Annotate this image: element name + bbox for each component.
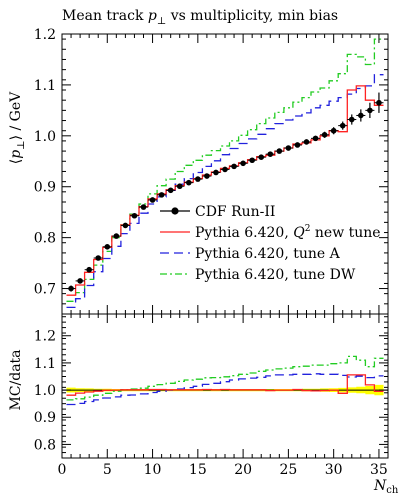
y-axis-label: ⟨p⊥⟩ / GeV — [8, 91, 27, 164]
data-point — [249, 157, 255, 164]
data-point — [222, 166, 228, 173]
main-y-tick-label: 0.7 — [34, 282, 56, 298]
main-y-tick-label: 0.9 — [34, 180, 56, 196]
data-point — [195, 176, 201, 182]
ratio-y-tick-label: 1.2 — [34, 329, 56, 345]
data-point — [131, 212, 138, 219]
ratio-line-pythia-6-420-tune-dw — [66, 355, 384, 401]
data-point — [321, 132, 328, 138]
legend-marker-cdf — [171, 207, 179, 215]
data-point — [158, 192, 165, 198]
data-point — [231, 163, 237, 170]
data-point — [339, 122, 346, 129]
x-axis-label: Nch — [373, 478, 399, 496]
data-point — [276, 148, 283, 154]
x-tick-label: 30 — [325, 462, 343, 478]
chart-title: Mean track p⊥ vs multiplicity, min bias — [62, 8, 338, 27]
data-point — [312, 135, 319, 142]
ratio-line-pythia-6-420-tune-a — [66, 373, 384, 406]
legend-label-cdf: CDF Run-II — [195, 204, 275, 220]
ratio-y-axis-label: MC/data — [8, 349, 24, 410]
data-point — [68, 285, 74, 292]
ratio-y-tick-label: 0.9 — [34, 410, 56, 426]
main-y-tick-label: 1.2 — [34, 27, 56, 43]
data-point — [122, 222, 129, 229]
legend-entry-tune-dw: Pythia 6.420, tune DW — [160, 267, 356, 283]
x-tick-label: 5 — [103, 462, 112, 478]
data-point — [113, 233, 120, 239]
data-point — [303, 139, 310, 145]
data-point — [285, 145, 292, 151]
data-point — [86, 266, 92, 273]
data-point — [204, 173, 210, 179]
data-point — [167, 187, 174, 194]
data-point — [240, 160, 246, 167]
data-point — [149, 197, 156, 203]
data-point — [330, 127, 337, 134]
legend-entry-cdf: CDF Run-II — [160, 204, 275, 220]
series-line-pythia-6-420-q-new-tune — [66, 85, 384, 296]
main-y-tick-label: 1.1 — [34, 78, 56, 94]
data-point — [213, 169, 219, 176]
data-point — [294, 142, 301, 148]
data-point — [77, 278, 83, 284]
ratio-y-tick-label: 0.8 — [34, 437, 56, 453]
data-point — [104, 244, 111, 250]
data-point — [376, 99, 382, 106]
x-tick-label: 15 — [189, 462, 207, 478]
legend-label-q2-tune: Pythia 6.420, Q2 new tune — [195, 224, 381, 241]
data-point — [367, 107, 373, 114]
x-tick-label: 20 — [234, 462, 252, 478]
ratio-plot-panel: 0.8 0.9 1.0 1.1 1.2 0 5 10 15 20 25 30 35 — [34, 313, 389, 478]
data-point — [95, 255, 102, 261]
data-point — [258, 154, 265, 160]
main-y-tick-label: 1.0 — [34, 129, 56, 145]
legend-entry-q2-tune: Pythia 6.420, Q2 new tune — [160, 224, 381, 241]
data-point — [185, 179, 192, 186]
main-y-tick-label: 0.8 — [34, 231, 56, 247]
legend-label-tune-dw: Pythia 6.420, tune DW — [195, 267, 356, 283]
x-tick-label: 35 — [370, 462, 388, 478]
ratio-frame — [61, 313, 389, 459]
x-tick-label: 0 — [58, 462, 67, 478]
legend-label-tune-a: Pythia 6.420, tune A — [195, 246, 341, 262]
data-point — [176, 183, 183, 190]
main-curves — [66, 38, 384, 309]
ratio-y-tick-label: 1.0 — [34, 383, 56, 399]
data-point — [348, 116, 355, 123]
ratio-y-tick-label: 1.1 — [34, 356, 56, 372]
data-point — [358, 112, 364, 119]
ratio-line-pythia-6-420-q-new-tune — [66, 374, 384, 396]
x-tick-label: 10 — [144, 462, 162, 478]
legend-entry-tune-a: Pythia 6.420, tune A — [160, 246, 341, 262]
data-point — [267, 151, 274, 157]
ratio-curves — [62, 355, 388, 406]
data-point — [140, 204, 147, 210]
x-tick-label: 25 — [279, 462, 297, 478]
series-line-pythia-6-420-tune-a — [66, 74, 384, 309]
legend: CDF Run-II Pythia 6.420, Q2 new tune Pyt… — [160, 204, 381, 283]
